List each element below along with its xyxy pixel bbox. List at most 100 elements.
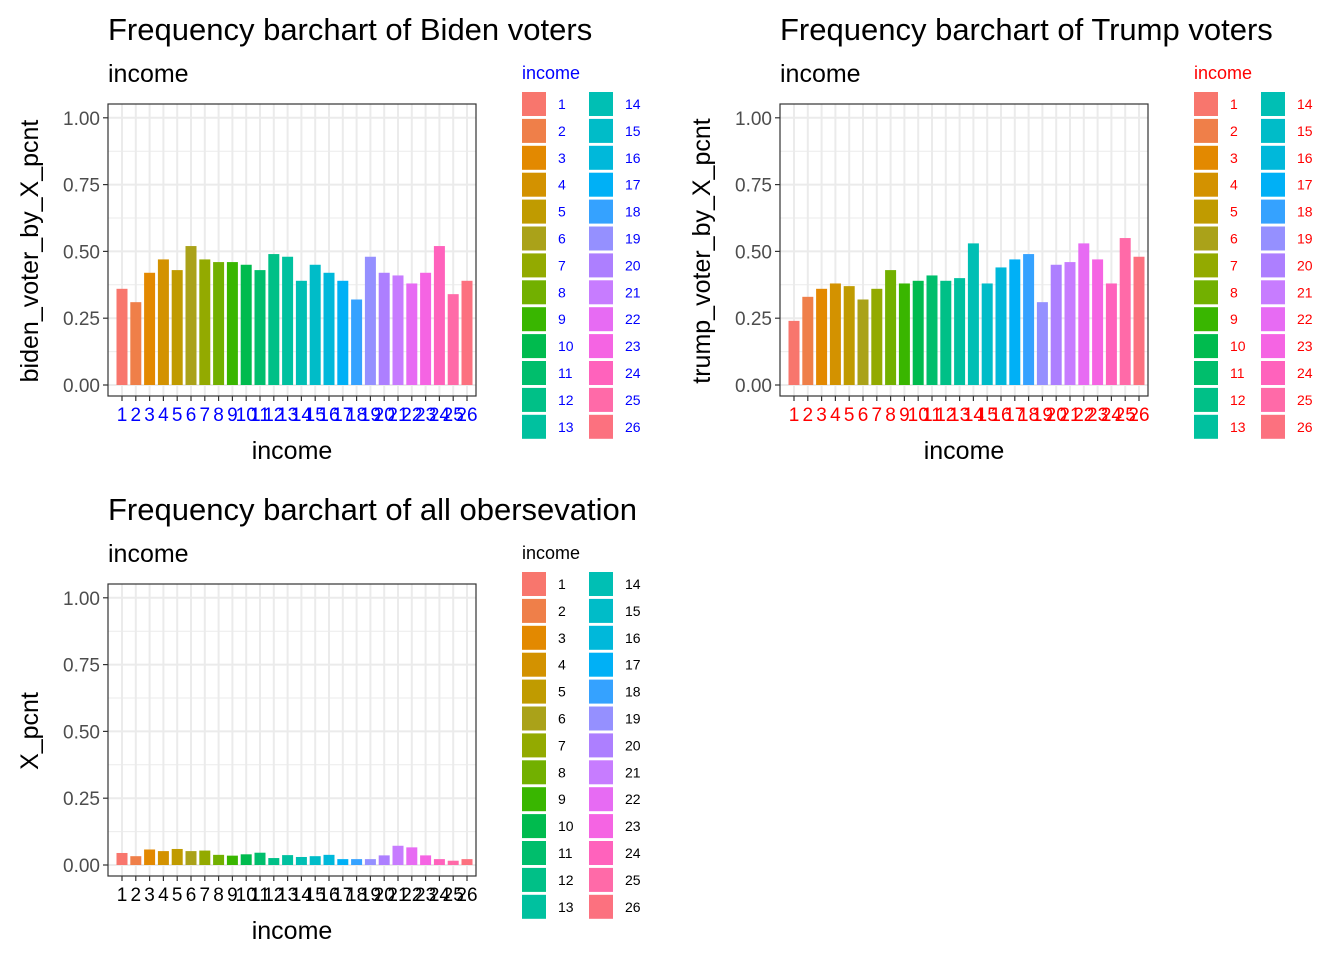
legend-label: 8: [558, 764, 566, 780]
x-axis-title: income: [252, 437, 333, 465]
legend-key: [1194, 361, 1218, 385]
legend-label: 11: [1230, 365, 1245, 381]
x-tick-label: 21: [387, 885, 408, 906]
legend-key: [1261, 145, 1285, 170]
legend-key: [589, 307, 613, 332]
x-tick-label: 8: [213, 885, 224, 906]
legend-label: 25: [625, 392, 641, 408]
legend-label: 24: [625, 845, 641, 861]
legend-label: 19: [1297, 231, 1313, 247]
legend-label: 16: [625, 150, 641, 166]
chart-title: Frequency barchart of Trump voters: [780, 12, 1273, 47]
legend-key: [522, 334, 546, 359]
legend-key: [522, 118, 546, 143]
legend-label: 25: [1297, 392, 1313, 408]
legend-title: income: [522, 63, 580, 83]
legend-key: [1194, 334, 1218, 359]
x-tick-label: 20: [374, 405, 395, 426]
legend-label: 10: [1230, 338, 1246, 354]
chart-title: Frequency barchart of all obersevation: [108, 492, 637, 527]
legend-label: 6: [558, 231, 566, 247]
legend-key: [1194, 145, 1218, 170]
y-tick-label: 0.75: [63, 656, 100, 677]
legend-title: income: [522, 543, 580, 563]
x-tick-label: 10: [236, 405, 257, 426]
chart-title: Frequency barchart of Biden voters: [108, 12, 592, 47]
legend-label: 24: [625, 365, 641, 381]
legend-key: [1261, 199, 1285, 224]
legend-key: [589, 414, 613, 439]
bar: [1050, 264, 1062, 385]
legend-key: [589, 172, 613, 197]
y-tick-label: 0.25: [735, 309, 772, 330]
x-tick-label: 7: [200, 885, 211, 906]
legend-label: 11: [558, 365, 573, 381]
legend-label: 20: [625, 737, 641, 753]
bar: [433, 859, 445, 865]
bar: [954, 278, 966, 385]
y-axis-title: trump_voter_by_X_pcnt: [688, 118, 716, 383]
x-tick-label: 16: [318, 885, 339, 906]
bar: [1119, 238, 1131, 385]
x-tick-label: 11: [250, 405, 270, 426]
legend-key: [522, 226, 546, 251]
bar: [816, 288, 828, 385]
y-tick-label: 1.00: [735, 109, 772, 130]
x-axis-title: income: [252, 917, 333, 945]
x-tick-label: 13: [277, 405, 298, 426]
bar: [392, 845, 404, 865]
legend-label: 23: [625, 338, 641, 354]
bar: [309, 264, 321, 385]
bar: [447, 860, 459, 865]
bar: [282, 855, 294, 865]
legend-key: [522, 598, 546, 623]
legend-key: [522, 572, 546, 596]
x-tick-label: 13: [949, 405, 970, 426]
bar: [912, 280, 924, 385]
legend-key: [589, 92, 613, 116]
x-tick-label: 15: [977, 405, 998, 426]
x-tick-label: 1: [117, 405, 128, 426]
legend-key: [522, 706, 546, 731]
bar: [323, 272, 335, 385]
bar: [871, 288, 883, 385]
legend-key: [1261, 118, 1285, 143]
bar: [157, 259, 169, 385]
y-tick-label: 0.00: [63, 856, 100, 877]
x-tick-label: 8: [213, 405, 224, 426]
legend-label: 22: [625, 311, 641, 327]
legend-label: 16: [1297, 150, 1313, 166]
bar: [185, 246, 197, 385]
x-tick-label: 22: [1073, 405, 1094, 426]
legend-label: 20: [625, 257, 641, 273]
x-tick-label: 10: [908, 405, 929, 426]
legend-key: [1194, 118, 1218, 143]
y-tick-label: 1.00: [63, 109, 100, 130]
bar: [199, 259, 211, 385]
legend-label: 6: [558, 711, 566, 727]
x-tick-label: 18: [1018, 405, 1039, 426]
bar: [1023, 254, 1035, 385]
bar: [898, 283, 910, 385]
legend-key: [1261, 361, 1285, 385]
x-tick-label: 5: [172, 405, 183, 426]
legend-label: 18: [625, 204, 641, 220]
legend-key: [589, 733, 613, 758]
x-tick-label: 11: [922, 405, 942, 426]
y-tick-label: 0.75: [63, 176, 100, 197]
legend-key: [589, 598, 613, 623]
legend-label: 8: [1230, 284, 1238, 300]
bar: [254, 852, 266, 865]
legend-key: [1194, 307, 1218, 332]
bar: [309, 856, 321, 865]
legend-label: 19: [625, 231, 641, 247]
x-tick-label: 23: [415, 885, 436, 906]
legend-label: 3: [558, 150, 566, 166]
legend-key: [1261, 92, 1285, 116]
x-tick-label: 9: [227, 885, 238, 906]
legend-key: [589, 652, 613, 677]
legend-label: 5: [1230, 204, 1238, 220]
legend-label: 12: [558, 392, 574, 408]
x-tick-label: 25: [443, 885, 464, 906]
